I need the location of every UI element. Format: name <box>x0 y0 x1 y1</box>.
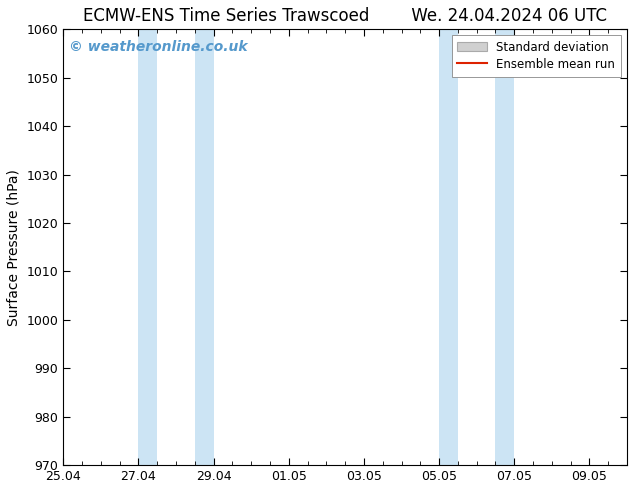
Title: ECMW-ENS Time Series Trawscoed        We. 24.04.2024 06 UTC: ECMW-ENS Time Series Trawscoed We. 24.04… <box>83 7 607 25</box>
Legend: Standard deviation, Ensemble mean run: Standard deviation, Ensemble mean run <box>451 35 621 76</box>
Bar <box>195 29 214 465</box>
Bar <box>138 29 157 465</box>
Bar <box>496 29 514 465</box>
Bar <box>439 29 458 465</box>
Text: © weatheronline.co.uk: © weatheronline.co.uk <box>69 40 247 54</box>
Y-axis label: Surface Pressure (hPa): Surface Pressure (hPa) <box>7 169 21 326</box>
